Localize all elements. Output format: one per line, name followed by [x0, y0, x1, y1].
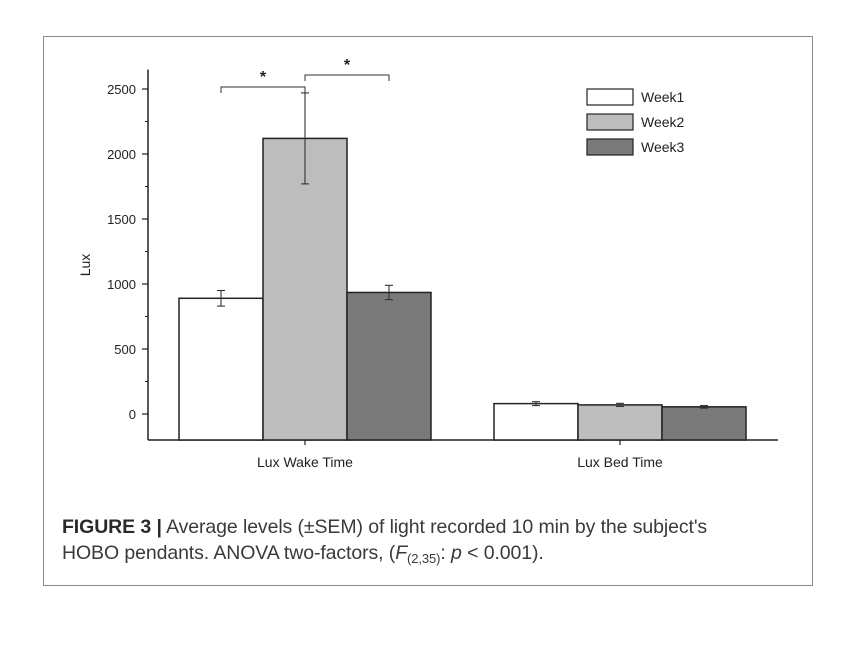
y-tick-label: 500 — [114, 342, 136, 357]
bar-week1-wake — [178, 297, 264, 441]
bar-week3-wake — [346, 291, 432, 441]
y-tick-label: 2000 — [107, 147, 136, 162]
legend-swatch-week1 — [586, 88, 634, 106]
caption-subscript: (2,35) — [407, 551, 441, 566]
bar-chart: 0 500 1000 1500 2000 2500 Lux Lux Wake Time Lux … — [77, 57, 778, 470]
caption-f: F — [395, 542, 408, 564]
y-tick-label: 0 — [129, 407, 136, 422]
legend-swatch-week3 — [586, 138, 634, 156]
caption-p: p — [451, 542, 462, 564]
x-tick-label: Lux Wake Time — [257, 454, 353, 470]
y-tick-label: 1000 — [107, 277, 136, 292]
y-tick-label: 2500 — [107, 82, 136, 97]
legend-swatch-week2 — [586, 113, 634, 131]
caption-text-2b: < 0.001). — [461, 542, 544, 564]
y-axis-label: Lux — [77, 254, 93, 277]
bar-week3-bed — [661, 406, 747, 441]
caption-text-1: Average levels (±SEM) of light recorded … — [166, 516, 708, 538]
significance-bracket — [304, 74, 390, 81]
caption-colon: : — [440, 542, 452, 564]
caption-line-1: FIGURE 3 | Average levels (±SEM) of ligh… — [62, 514, 802, 540]
figure-caption: FIGURE 3 | Average levels (±SEM) of ligh… — [62, 514, 802, 566]
caption-line-2: HOBO pendants. ANOVA two-factors, (F(2,3… — [62, 540, 802, 566]
bar-week1-bed — [493, 402, 579, 441]
x-tick-label: Lux Bed Time — [577, 454, 663, 470]
significance-bracket — [220, 86, 306, 93]
caption-label: FIGURE 3 | — [62, 516, 162, 538]
significance-star: * — [260, 69, 267, 86]
significance-star: * — [344, 57, 351, 74]
legend-label-week2: Week2 — [641, 114, 685, 130]
caption-text-2a: HOBO pendants. ANOVA two-factors, ( — [62, 542, 396, 564]
legend-label-week3: Week3 — [641, 139, 685, 155]
legend-label-week1: Week1 — [641, 89, 685, 105]
bar-week2-bed — [577, 404, 663, 441]
y-tick-label: 1500 — [107, 212, 136, 227]
